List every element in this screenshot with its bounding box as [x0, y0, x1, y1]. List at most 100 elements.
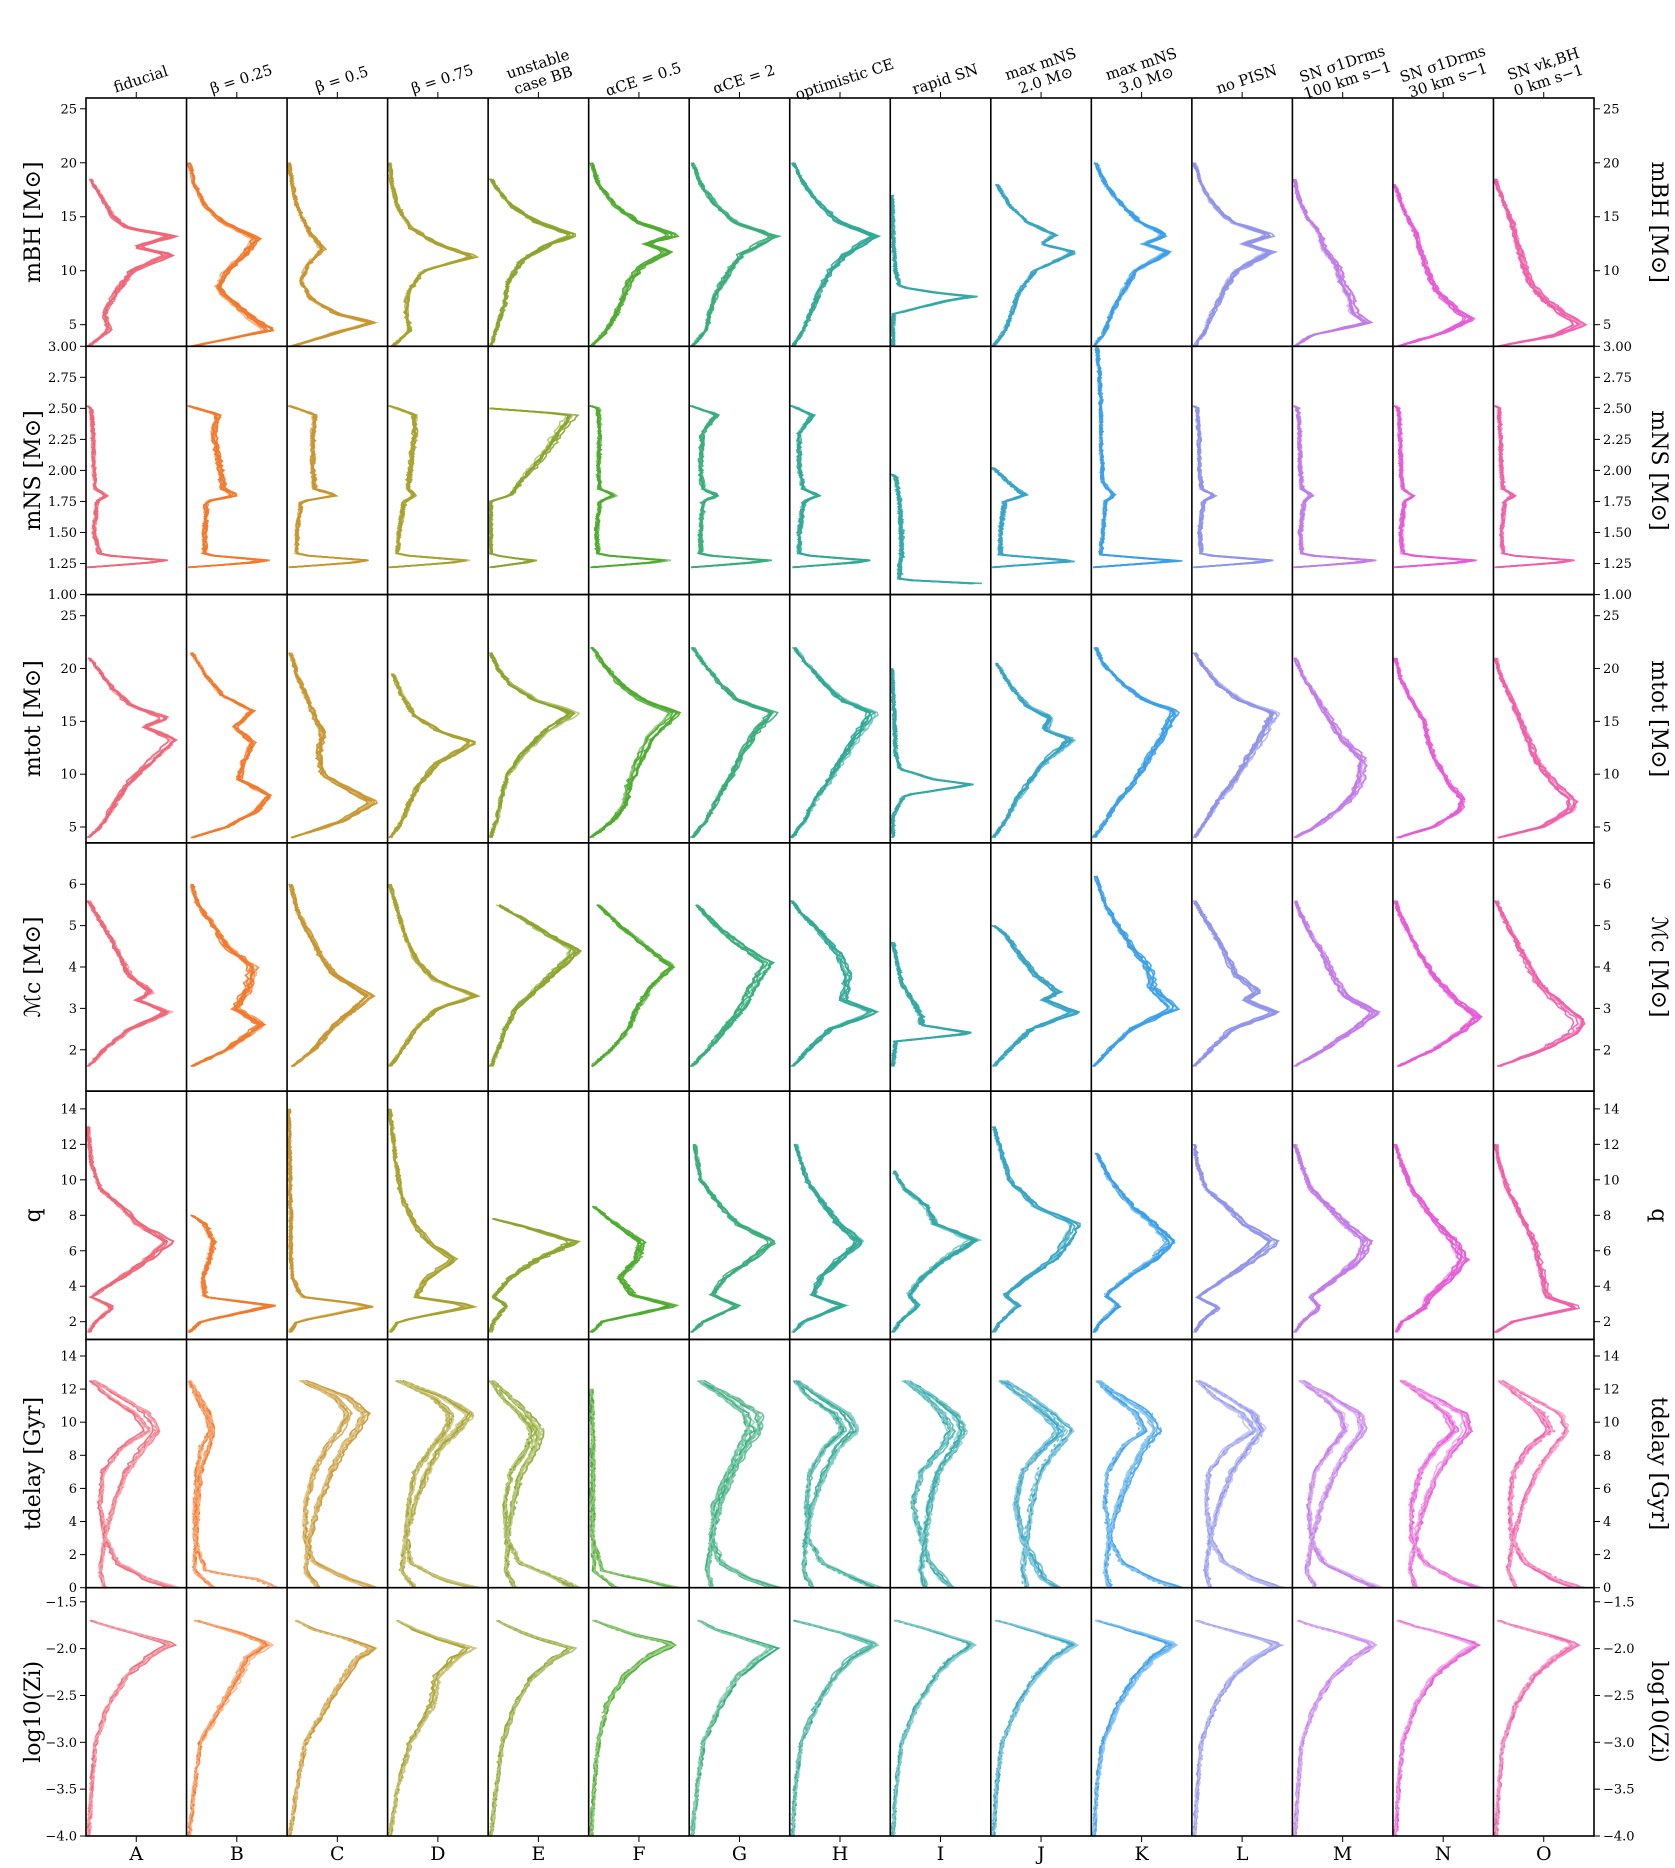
y-tick-label-right: 3	[1603, 1002, 1611, 1017]
panel-mtot-i	[890, 667, 974, 839]
panel-logz-g	[689, 1619, 781, 1836]
y-tick-label-right: 12	[1603, 1138, 1620, 1153]
violin-line	[1393, 184, 1474, 347]
violin-line	[1097, 1380, 1183, 1588]
violin-line	[589, 1619, 676, 1836]
violin-line	[992, 184, 1076, 347]
violin-line	[890, 473, 975, 585]
y-axis-label-left-tdelay: tdelay [Gyr]	[21, 1397, 46, 1530]
violin-line	[591, 904, 674, 1068]
panel-tdelay-c	[298, 1380, 378, 1588]
violin-line	[690, 162, 771, 347]
violin-line	[1094, 346, 1180, 569]
violin-line	[1495, 657, 1571, 839]
violin-line	[890, 667, 971, 838]
panel-mbh-j	[991, 183, 1076, 347]
violin-line	[88, 405, 161, 569]
violin-line	[1094, 1380, 1173, 1588]
y-tick-label-right: 1.75	[1603, 495, 1632, 510]
violin-line	[1193, 1144, 1270, 1333]
violin-line	[592, 904, 672, 1067]
violin-line	[1192, 900, 1276, 1067]
violin-line	[290, 883, 370, 1067]
violin-line	[1093, 162, 1171, 347]
violin-line	[591, 904, 676, 1067]
violin-line	[792, 162, 878, 347]
panel-mbh-h	[790, 162, 882, 347]
violin-line	[890, 941, 972, 1067]
violin-line	[288, 1619, 377, 1836]
violin-line	[699, 1380, 776, 1588]
violin-line	[890, 667, 974, 839]
panel-chirp-mass-f	[590, 904, 676, 1068]
violin-line	[689, 904, 769, 1068]
violin-line	[1192, 900, 1273, 1067]
violin-line	[1091, 647, 1180, 839]
violin-line	[187, 1619, 275, 1836]
panel-logz-d	[387, 1619, 479, 1836]
column-letter-l: L	[1236, 1843, 1249, 1864]
violin-line	[791, 162, 882, 347]
violin-line	[86, 900, 163, 1067]
violin-line	[991, 1619, 1080, 1836]
column-letter-n: N	[1435, 1843, 1452, 1864]
violin-line	[790, 900, 871, 1067]
panel-chirp-mass-j	[991, 924, 1081, 1068]
violin-line	[388, 883, 481, 1067]
violin-line	[489, 1218, 577, 1333]
y-tick-label-left: 6	[69, 1244, 77, 1259]
violin-line	[287, 1108, 369, 1333]
violin-line	[790, 1619, 879, 1836]
violin-line	[994, 925, 1081, 1067]
violin-line	[388, 1619, 471, 1836]
violin-line	[691, 647, 773, 839]
y-tick-label-left: 0	[69, 1581, 77, 1596]
violin-line	[1494, 405, 1570, 569]
panel-tdelay-e	[488, 1380, 581, 1588]
violin-line	[1092, 346, 1174, 569]
violin-line	[398, 1380, 471, 1588]
violin-line	[589, 1388, 681, 1588]
violin-line	[991, 467, 1072, 569]
violin-line	[290, 883, 374, 1067]
violin-line	[1494, 405, 1573, 569]
violin-line	[890, 194, 970, 347]
violin-line	[690, 1619, 772, 1836]
violin-line	[190, 883, 266, 1068]
violin-line	[86, 900, 170, 1067]
violin-line	[189, 162, 275, 347]
violin-line	[791, 1144, 858, 1334]
violin-line	[790, 647, 877, 839]
violin-line	[591, 904, 675, 1067]
y-tick-label-right: 5	[1603, 821, 1611, 836]
y-tick-label-right: −4.0	[1603, 1830, 1635, 1845]
violin-line	[1193, 405, 1274, 569]
violin-line	[1194, 652, 1281, 839]
violin-line	[488, 407, 580, 569]
panel-chirp-mass-g	[689, 904, 776, 1068]
violin-line	[994, 662, 1072, 838]
violin-line	[789, 1619, 874, 1836]
violin-line	[890, 668, 972, 838]
violin-line	[1493, 178, 1585, 347]
panel-mtot-o	[1494, 657, 1579, 839]
column-label-h: optimistic CE	[793, 55, 896, 104]
y-tick-label-right: 2.50	[1603, 402, 1632, 417]
y-tick-label-left: 20	[60, 662, 77, 677]
violin-line	[490, 179, 572, 347]
y-axis-label-right-chirp-mass: ℳc [M⊙]	[1646, 917, 1671, 1018]
violin-line	[389, 673, 476, 838]
panel-mns-c	[287, 405, 369, 569]
y-tick-label-right: −3.0	[1603, 1736, 1635, 1751]
panel-logz-l	[1192, 1619, 1285, 1836]
panel-mns-n	[1393, 405, 1477, 569]
violin-line	[189, 405, 268, 569]
violin-line	[87, 405, 168, 569]
violin-line	[992, 183, 1076, 347]
violin-line	[991, 1126, 1080, 1333]
violin-line	[1501, 1380, 1569, 1588]
violin-line	[1091, 875, 1169, 1068]
panel-logz-j	[991, 1619, 1080, 1836]
violin-line	[1293, 1619, 1378, 1836]
violin-line	[991, 183, 1075, 347]
